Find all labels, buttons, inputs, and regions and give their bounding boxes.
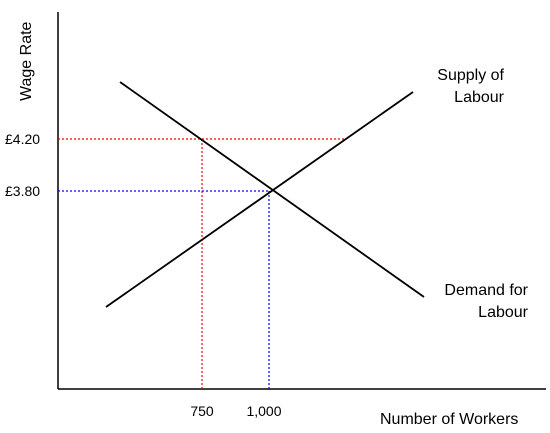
y-tick-low: £3.80 [5,183,40,199]
supply-label-line1: Supply of [437,67,504,84]
x-axis-title: Number of Workers [380,411,518,428]
x-tick-1000: 1,000 [246,403,281,419]
supply-curve [105,91,414,308]
demand-label-line2: Labour [478,304,528,321]
x-tick-750: 750 [190,403,214,419]
demand-label-line1: Demand for [444,282,528,299]
y-axis-title: Wage Rate [18,21,35,101]
y-tick-high: £4.20 [5,131,40,147]
demand-curve [119,81,425,298]
supply-label-line2: Labour [454,89,504,106]
